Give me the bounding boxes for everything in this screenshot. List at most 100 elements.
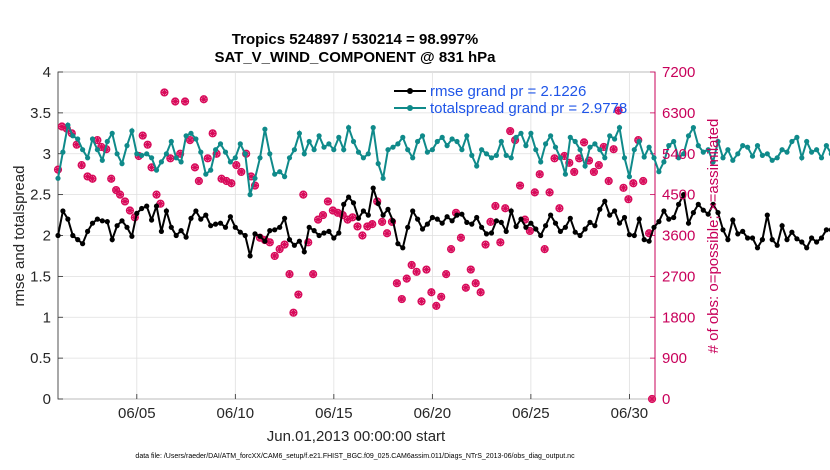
rmse-point <box>710 201 716 207</box>
rmse-point <box>419 226 426 232</box>
totalspread-point <box>390 144 396 150</box>
rmse-point <box>395 241 401 247</box>
obs-assimilated-marker <box>487 218 494 226</box>
obs-assimilated-marker <box>630 180 637 187</box>
rmse-point <box>597 206 603 212</box>
obs-assimilated-marker <box>139 132 146 139</box>
rmse-point <box>745 235 751 241</box>
x-tick-labels: 06/05 06/10 06/15 06/20 06/25 06/30 <box>118 405 648 422</box>
obs-assimilated-marker <box>73 141 80 148</box>
obs-count-markers <box>53 88 657 404</box>
totalspread-point <box>612 136 618 142</box>
obs-assimilated-marker <box>290 309 297 316</box>
obs-possible-marker <box>647 394 657 404</box>
totalspread-point <box>700 149 706 155</box>
obs-assimilated-marker <box>324 198 332 205</box>
obs-assimilated-marker <box>418 298 425 305</box>
obs-possible-marker <box>570 167 579 177</box>
obs-assimilated-marker <box>442 270 450 278</box>
totalspread-point <box>789 138 795 145</box>
totalspread-point <box>809 149 815 155</box>
obs-possible-marker <box>88 174 97 183</box>
rmse-point <box>429 214 435 221</box>
obs-possible-marker <box>227 179 236 188</box>
totalspread-point <box>508 155 514 161</box>
y-left-tick-label: 0 <box>43 391 51 408</box>
totalspread-point <box>720 155 726 161</box>
rmse-point <box>818 235 825 241</box>
totalspread-point <box>365 151 371 157</box>
totalspread-point <box>395 141 401 147</box>
rmse-point <box>681 192 687 198</box>
obs-possible-marker <box>594 161 603 170</box>
rmse-point <box>552 220 559 226</box>
obs-assimilated-marker <box>393 279 401 287</box>
rmse-point <box>158 228 164 234</box>
obs-possible-marker <box>299 190 308 199</box>
obs-possible-marker <box>629 179 638 188</box>
rmse-point <box>695 201 701 207</box>
obs-assimilated-marker <box>84 173 91 180</box>
obs-possible-marker <box>392 279 401 288</box>
obs-assimilated-marker <box>531 189 539 196</box>
rmse-point <box>631 232 637 239</box>
totalspread-point <box>99 157 105 163</box>
obs-possible-marker <box>304 238 313 247</box>
totalspread-point <box>818 155 825 161</box>
obs-possible-marker <box>285 270 294 279</box>
obs-possible-marker <box>270 251 279 261</box>
rmse-point <box>602 198 608 204</box>
obs-possible-marker <box>604 176 613 186</box>
obs-assimilated-marker <box>314 216 322 223</box>
x-tick-label: 06/10 <box>217 405 255 422</box>
series-lines <box>55 121 830 259</box>
obs-assimilated-marker <box>383 230 391 237</box>
totalspread-point <box>602 155 608 161</box>
obs-possible-marker <box>407 260 416 270</box>
obs-possible-marker <box>456 233 466 242</box>
obs-possible-marker <box>412 267 421 276</box>
totalspread-point <box>740 143 746 149</box>
obs-possible-marker <box>138 131 147 140</box>
obs-possible-marker <box>609 145 618 154</box>
totalspread-point <box>222 149 229 155</box>
obs-assimilated-marker <box>403 275 410 282</box>
totalspread-point <box>483 151 490 157</box>
rmse-point <box>769 237 775 243</box>
rmse-point <box>814 239 820 245</box>
grid-lines <box>58 71 655 400</box>
totalspread-point <box>616 125 623 131</box>
totalspread-point <box>646 144 652 150</box>
obs-possible-marker <box>378 217 387 226</box>
totalspread-point <box>89 136 96 142</box>
obs-assimilated-marker <box>191 164 199 171</box>
totalspread-point <box>567 134 573 140</box>
totalspread-point <box>350 138 357 145</box>
totalspread-point <box>380 175 386 181</box>
rmse-point <box>789 229 795 235</box>
obs-possible-marker <box>323 197 333 206</box>
rmse-point <box>730 217 736 223</box>
totalspread-point <box>183 133 189 139</box>
obs-assimilated-marker <box>78 161 85 169</box>
totalspread-point <box>119 161 125 167</box>
y-left-tick-label: 1.5 <box>30 268 51 285</box>
totalspread-point <box>257 155 263 161</box>
legend-rmse-label: rmse grand pr = 2.1226 <box>430 83 586 100</box>
obs-assimilated-marker <box>349 214 356 221</box>
obs-possible-marker <box>318 210 328 220</box>
obs-possible-marker <box>530 188 539 197</box>
obs-assimilated-marker <box>161 89 168 96</box>
totalspread-point <box>149 155 155 161</box>
rmse-point <box>449 218 455 224</box>
rmse-point <box>375 201 381 207</box>
obs-assimilated-marker <box>551 155 558 162</box>
y-left-tick-label: 0.5 <box>30 350 51 367</box>
totalspread-point <box>272 171 278 177</box>
totalspread-point <box>538 159 544 165</box>
totalspread-point <box>735 151 741 157</box>
rmse-point <box>380 212 386 218</box>
rmse-point <box>149 217 155 223</box>
obs-possible-marker <box>115 190 125 199</box>
totalspread-point <box>129 128 135 134</box>
